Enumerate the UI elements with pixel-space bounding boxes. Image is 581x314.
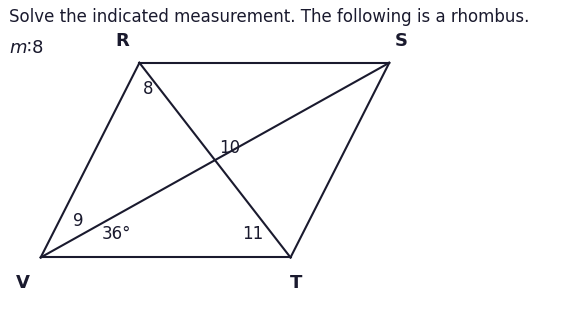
Text: 9: 9 <box>73 212 84 230</box>
Text: 10: 10 <box>219 138 240 157</box>
Text: V: V <box>16 273 30 292</box>
Text: S: S <box>394 32 407 50</box>
Text: T: T <box>290 273 303 292</box>
Text: Solve the indicated measurement. The following is a rhombus.: Solve the indicated measurement. The fol… <box>9 8 529 26</box>
Text: 8: 8 <box>143 80 153 99</box>
Text: $m$∶8: $m$∶8 <box>9 39 43 57</box>
Text: 11: 11 <box>242 225 263 243</box>
Text: R: R <box>115 32 129 50</box>
Text: 36°: 36° <box>102 225 131 243</box>
